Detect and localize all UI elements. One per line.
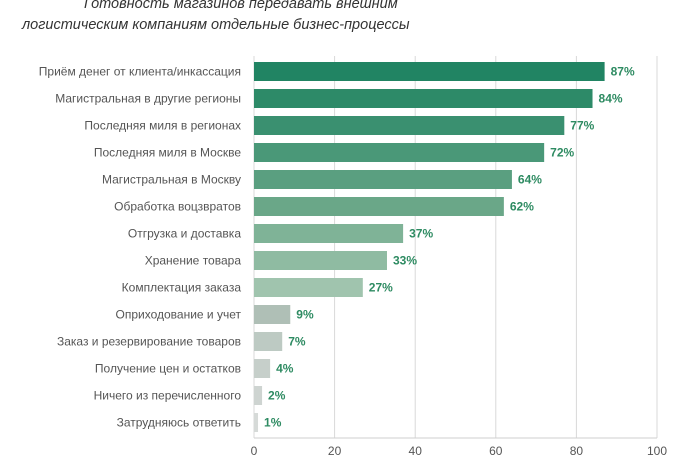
chart-title-line-2: логистическим компаниям отдельные бизнес… <box>22 17 410 33</box>
bar <box>254 305 291 324</box>
value-label: 1% <box>264 416 282 430</box>
category-label: Затрудняюсь ответить <box>117 416 241 430</box>
value-label: 33% <box>393 254 417 268</box>
category-label: Оприходование и учет <box>116 308 242 322</box>
value-label: 77% <box>570 119 594 133</box>
category-label: Комплектация заказа <box>122 281 242 295</box>
chart-title-line-1: Готовность магазинов передавать внешним <box>84 0 398 12</box>
value-label: 62% <box>510 200 534 214</box>
category-label: Магистральная в Москву <box>102 173 241 187</box>
category-label: Заказ и резервирование товаров <box>57 335 241 349</box>
x-tick-label: 60 <box>489 444 503 458</box>
value-label: 7% <box>288 335 306 349</box>
value-label: 4% <box>276 362 294 376</box>
x-tick-label: 80 <box>570 444 584 458</box>
bar <box>254 359 271 378</box>
value-label: 9% <box>296 308 314 322</box>
category-label: Получение цен и остатков <box>95 362 241 376</box>
category-label: Ничего из перечисленного <box>94 389 242 403</box>
bar <box>254 197 504 216</box>
bar <box>254 332 283 351</box>
bar <box>254 143 545 162</box>
chart-title: Готовность магазинов передавать внешним … <box>22 0 482 36</box>
bar <box>254 413 259 432</box>
bar <box>254 278 363 297</box>
bar <box>254 386 263 405</box>
category-label: Последняя миля в регионах <box>84 119 241 133</box>
category-label: Отгрузка и доставка <box>128 227 241 241</box>
value-label: 72% <box>550 146 574 160</box>
value-label: 87% <box>611 65 635 79</box>
x-tick-label: 40 <box>409 444 423 458</box>
value-label: 27% <box>369 281 393 295</box>
category-label: Магистральная в другие регионы <box>55 92 241 106</box>
x-tick-label: 20 <box>328 444 342 458</box>
value-label: 37% <box>409 227 433 241</box>
bar <box>254 170 512 189</box>
bar <box>254 251 387 270</box>
x-tick-label: 0 <box>251 444 258 458</box>
category-label: Последняя миля в Москве <box>94 146 241 160</box>
value-label: 64% <box>518 173 542 187</box>
value-label: 84% <box>599 92 623 106</box>
category-label: Обработка воцзвратов <box>114 200 241 214</box>
bar <box>254 116 565 135</box>
bar <box>254 224 404 243</box>
bar <box>254 89 593 108</box>
value-label: 2% <box>268 389 286 403</box>
category-label: Хранение товара <box>145 254 242 268</box>
bar <box>254 62 605 81</box>
x-tick-label: 100 <box>647 444 667 458</box>
category-label: Приём денег от клиента/инкассация <box>39 65 241 79</box>
